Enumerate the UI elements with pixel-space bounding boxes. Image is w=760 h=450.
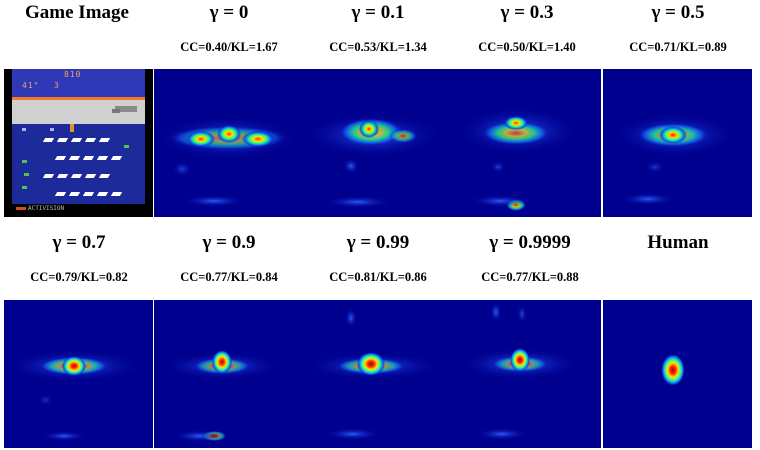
heatmap-gamma-0 [156,116,300,207]
saliency-map-human [603,300,752,448]
crab-icon [22,160,27,163]
heatmap-gamma-0.5 [613,113,737,205]
publisher-label: ACTIVISION [28,205,65,212]
saliency-map-gamma-0 [154,69,303,217]
saliency-map-gamma-0.7 [4,300,153,448]
title-gamma-0.5: γ = 0.5 [651,2,705,23]
metric-gamma-0.99: CC=0.81/KL=0.86 [329,270,427,284]
crab-icon [124,145,129,148]
saliency-map-gamma-0.5 [603,69,752,217]
bird-icon [22,128,26,131]
heatmap-gamma-0.3 [456,107,580,211]
title-gamma-0.9999: γ = 0.9999 [489,232,571,253]
heatmap-gamma-0.9 [162,350,282,442]
title-human: Human [647,232,709,253]
igloo-shape-small [112,109,120,113]
igloo-shape [115,106,137,112]
activision-logo [16,207,26,210]
heatmap-human [661,354,685,386]
saliency-map-gamma-0.1 [303,69,452,217]
bird-icon [50,128,54,131]
metric-gamma-0.1: CC=0.53/KL=1.34 [329,40,427,54]
game-score: 810 [64,70,82,79]
metric-gamma-0.9999: CC=0.77/KL=0.88 [481,270,579,284]
metric-gamma-0.9: CC=0.77/KL=0.84 [180,270,278,284]
title-gamma-0.1: γ = 0.1 [351,2,405,23]
heatmap-gamma-0.99 [305,308,441,440]
crab-icon [22,186,27,189]
game-shore [12,100,145,124]
saliency-map-gamma-0.3 [452,69,601,217]
metric-gamma-0.7: CC=0.79/KL=0.82 [30,270,128,284]
player-sprite [70,124,74,132]
game-sky [12,69,145,97]
saliency-map-gamma-0.9999 [452,300,601,448]
title-gamma-0.99: γ = 0.99 [346,232,410,253]
game-water [12,124,145,204]
heatmap-gamma-0.7 [4,350,144,441]
crab-icon [24,173,29,176]
title-game-image: Game Image [25,2,129,23]
game-lives: 3 [54,81,60,90]
game-shore-line [12,97,145,100]
heatmap-gamma-0.1 [303,113,443,208]
metric-gamma-0: CC=0.40/KL=1.67 [180,40,278,54]
heatmap-gamma-0.9999 [458,302,582,440]
title-gamma-0.9: γ = 0.9 [202,232,256,253]
metric-gamma-0.5: CC=0.71/KL=0.89 [629,40,727,54]
game-bottom-bar [4,204,153,217]
saliency-map-gamma-0.99 [303,300,452,448]
game-image: 810 41° 3 ACTIVISION [4,69,153,217]
title-gamma-0.3: γ = 0.3 [500,2,554,23]
title-gamma-0: γ = 0 [209,2,249,23]
saliency-map-gamma-0.9 [154,300,303,448]
metric-gamma-0.3: CC=0.50/KL=1.40 [478,40,576,54]
title-gamma-0.7: γ = 0.7 [52,232,106,253]
game-temperature: 41° [22,81,40,90]
